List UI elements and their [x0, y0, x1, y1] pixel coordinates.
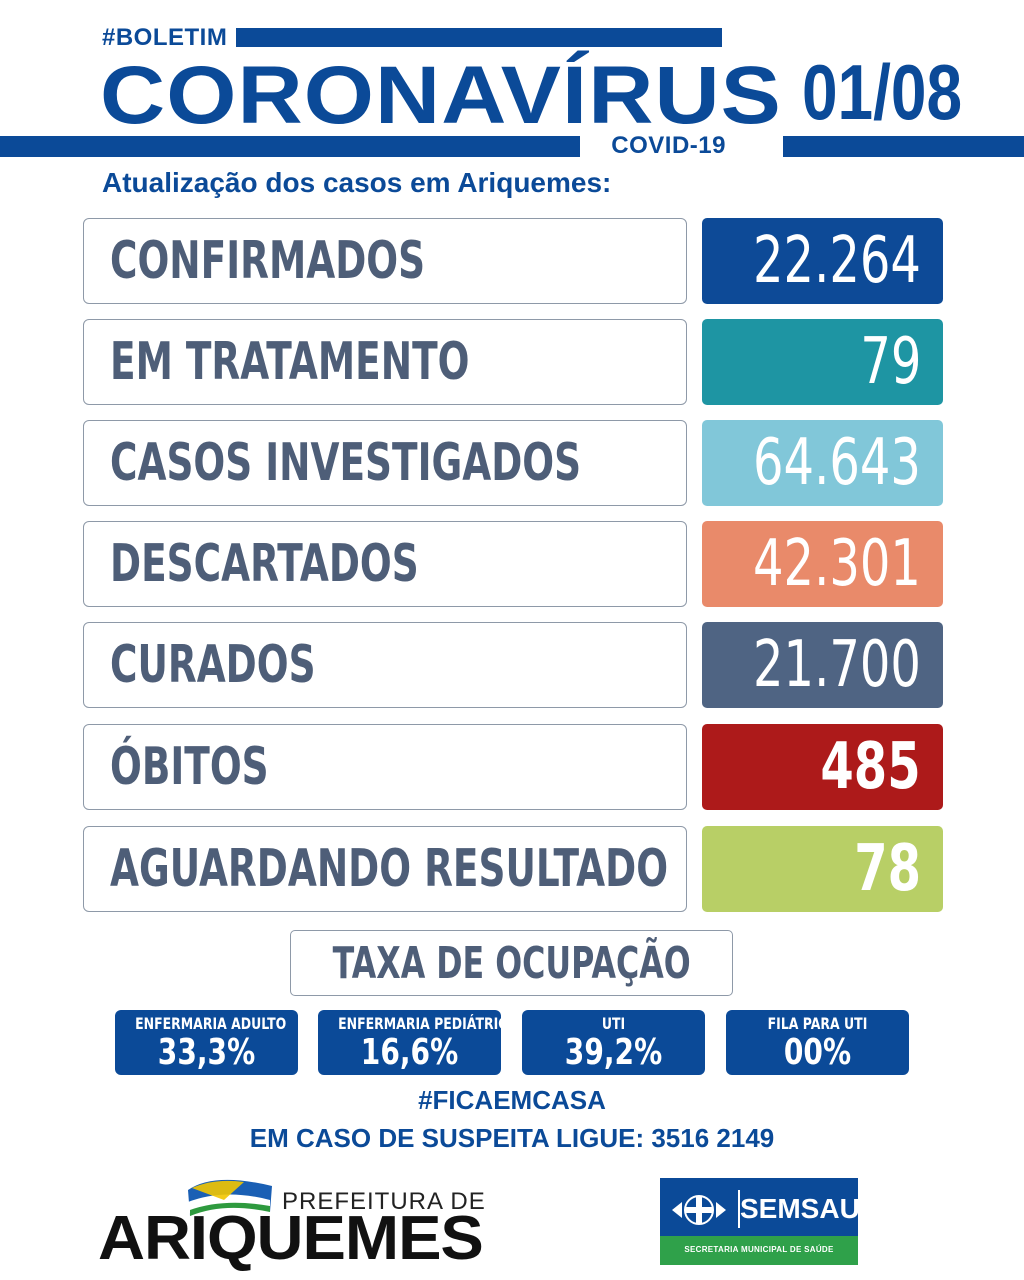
- semsau-name: SEMSAU: [738, 1190, 860, 1228]
- stat-label-box: CURADOS: [83, 622, 687, 708]
- phone-contact: EM CASO DE SUSPEITA LIGUE: 3516 2149: [249, 1123, 775, 1153]
- occupancy-value: 39,2%: [564, 1032, 663, 1073]
- boletim-hashtag: #BOLETIM: [102, 24, 228, 51]
- stat-value-box: 485: [702, 724, 943, 810]
- stat-value-box: 21.700: [702, 622, 943, 708]
- occupancy-label: ENFERMARIA PEDIÁTRICA: [338, 1014, 518, 1033]
- stat-value: 64.643: [753, 426, 921, 500]
- header-bar-right: [783, 136, 1024, 157]
- occupancy-label: FILA PARA UTI: [767, 1014, 868, 1033]
- semsau-green-band: [660, 1236, 858, 1265]
- stat-label-box: CASOS INVESTIGADOS: [83, 420, 687, 506]
- occupancy-card: UTI 39,2%: [522, 1010, 705, 1075]
- stat-value: 485: [820, 730, 921, 804]
- bulletin-date: 01/08: [801, 48, 963, 136]
- stat-label-box: AGUARDANDO RESULTADO: [83, 826, 687, 912]
- stat-value-box: 79: [702, 319, 943, 405]
- stat-label-box: DESCARTADOS: [83, 521, 687, 607]
- occupancy-card: FILA PARA UTI 00%: [726, 1010, 909, 1075]
- stay-home-hashtag: #FICAEMCASA: [418, 1085, 606, 1115]
- semsau-subtitle: SECRETARIA MUNICIPAL DE SAÚDE: [684, 1245, 834, 1254]
- stat-value-box: 78: [702, 826, 943, 912]
- semsau-emblem-icon: [672, 1195, 726, 1225]
- occupancy-value: 33,3%: [157, 1032, 256, 1073]
- stat-value: 78: [854, 832, 921, 906]
- ariquemes-flag-icon: [188, 1179, 272, 1216]
- page-title: CORONAVÍRUS: [100, 50, 782, 141]
- stat-label: CASOS INVESTIGADOS: [110, 433, 582, 493]
- stat-value-box: 22.264: [702, 218, 943, 304]
- stat-label: ÓBITOS: [110, 737, 269, 797]
- occupancy-title-box: TAXA DE OCUPAÇÃO: [290, 930, 733, 996]
- stat-label-box: CONFIRMADOS: [83, 218, 687, 304]
- stat-value: 22.264: [753, 224, 921, 298]
- stat-value: 21.700: [753, 628, 921, 702]
- stat-label: AGUARDANDO RESULTADO: [110, 839, 669, 899]
- occupancy-title: TAXA DE OCUPAÇÃO: [332, 937, 691, 989]
- covid-tag: COVID-19: [611, 132, 726, 159]
- occupancy-value: 16,6%: [360, 1032, 459, 1073]
- update-subtitle: Atualização dos casos em Ariquemes:: [102, 167, 612, 198]
- occupancy-card: ENFERMARIA ADULTO 33,3%: [115, 1010, 298, 1075]
- prefeitura-label: PREFEITURA DE: [282, 1188, 486, 1215]
- header-bar-left: [0, 136, 580, 157]
- stat-value-box: 42.301: [702, 521, 943, 607]
- header-bar-top: [236, 28, 722, 47]
- stat-value: 42.301: [753, 527, 921, 601]
- occupancy-value: 00%: [783, 1032, 852, 1073]
- stat-label: CURADOS: [110, 635, 316, 695]
- occupancy-card: ENFERMARIA PEDIÁTRICA 16,6%: [318, 1010, 518, 1075]
- stat-label-box: EM TRATAMENTO: [83, 319, 687, 405]
- stat-label-box: ÓBITOS: [83, 724, 687, 810]
- stat-value: 79: [859, 325, 921, 399]
- occupancy-label: UTI: [601, 1014, 626, 1033]
- stat-label: CONFIRMADOS: [110, 231, 426, 291]
- stat-label: DESCARTADOS: [110, 534, 419, 594]
- stat-value-box: 64.643: [702, 420, 943, 506]
- occupancy-label: ENFERMARIA ADULTO: [135, 1014, 287, 1033]
- stat-label: EM TRATAMENTO: [110, 332, 470, 392]
- prefeitura-name: ARIQUEMES: [98, 1204, 484, 1273]
